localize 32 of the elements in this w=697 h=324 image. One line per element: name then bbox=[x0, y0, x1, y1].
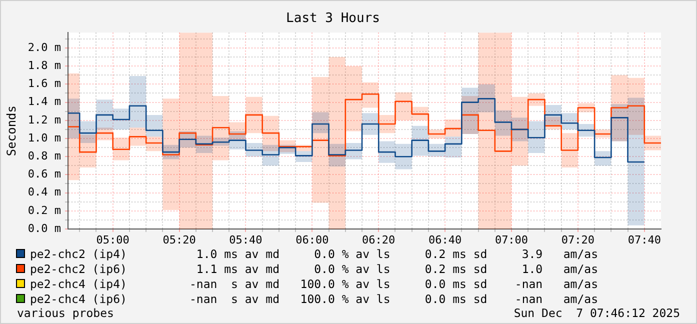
y-tick-label: 0.0 m bbox=[28, 222, 62, 235]
y-tick-label: 0.6 m bbox=[28, 168, 62, 181]
x-tick-label: 06:00 bbox=[296, 233, 329, 246]
legend-label: pe2-chc4 (ip4) bbox=[30, 276, 128, 290]
text: -nan s av md 100.0 % av ls 0.0 ms sd -nan am/as bbox=[188, 292, 598, 306]
text: various probes bbox=[17, 306, 114, 320]
text: -nan s av md 100.0 % av ls 0.0 ms sd -nan am/as bbox=[188, 276, 598, 290]
x-tick-label: 07:00 bbox=[494, 233, 528, 246]
y-tick-label: 1.2 m bbox=[28, 113, 62, 126]
x-tick-label: 05:40 bbox=[229, 233, 262, 246]
text: Sun Dec 7 07:46:12 2025 bbox=[514, 306, 680, 320]
x-tick-label: 06:20 bbox=[362, 233, 396, 246]
y-tick-label: 0.8 m bbox=[28, 149, 62, 162]
y-axis-title: Seconds bbox=[4, 106, 18, 156]
legend-label: pe2-chc4 (ip6) bbox=[30, 292, 128, 306]
x-tick-label: 07:20 bbox=[561, 233, 595, 246]
legend-label: pe2-chc2 (ip6) bbox=[30, 262, 128, 276]
x-tick-label: 05:20 bbox=[162, 233, 196, 246]
y-tick-label: 2.0 m bbox=[28, 40, 62, 54]
y-tick-label: 1.0 m bbox=[28, 131, 62, 144]
x-tick-label: 07:40 bbox=[628, 233, 661, 246]
y-tick-label: 1.6 m bbox=[28, 77, 62, 90]
y-tick-label: 0.4 m bbox=[28, 186, 62, 199]
x-tick-label: 06:40 bbox=[428, 233, 462, 246]
chart-title: Last 3 Hours bbox=[286, 11, 380, 26]
text: 1.0 ms av md 0.0 % av ls 0.2 ms sd 3.9 am/as bbox=[195, 246, 598, 260]
x-tick-label: 05:00 bbox=[96, 233, 130, 246]
legend-label: pe2-chc2 (ip4) bbox=[30, 246, 128, 260]
y-tick-label: 1.4 m bbox=[28, 95, 62, 108]
y-tick-label: 1.8 m bbox=[28, 58, 62, 72]
text: 1.1 ms av md 0.0 % av ls 0.2 ms sd 1.0 am/as bbox=[195, 262, 598, 276]
y-tick-label: 0.2 m bbox=[28, 204, 62, 217]
